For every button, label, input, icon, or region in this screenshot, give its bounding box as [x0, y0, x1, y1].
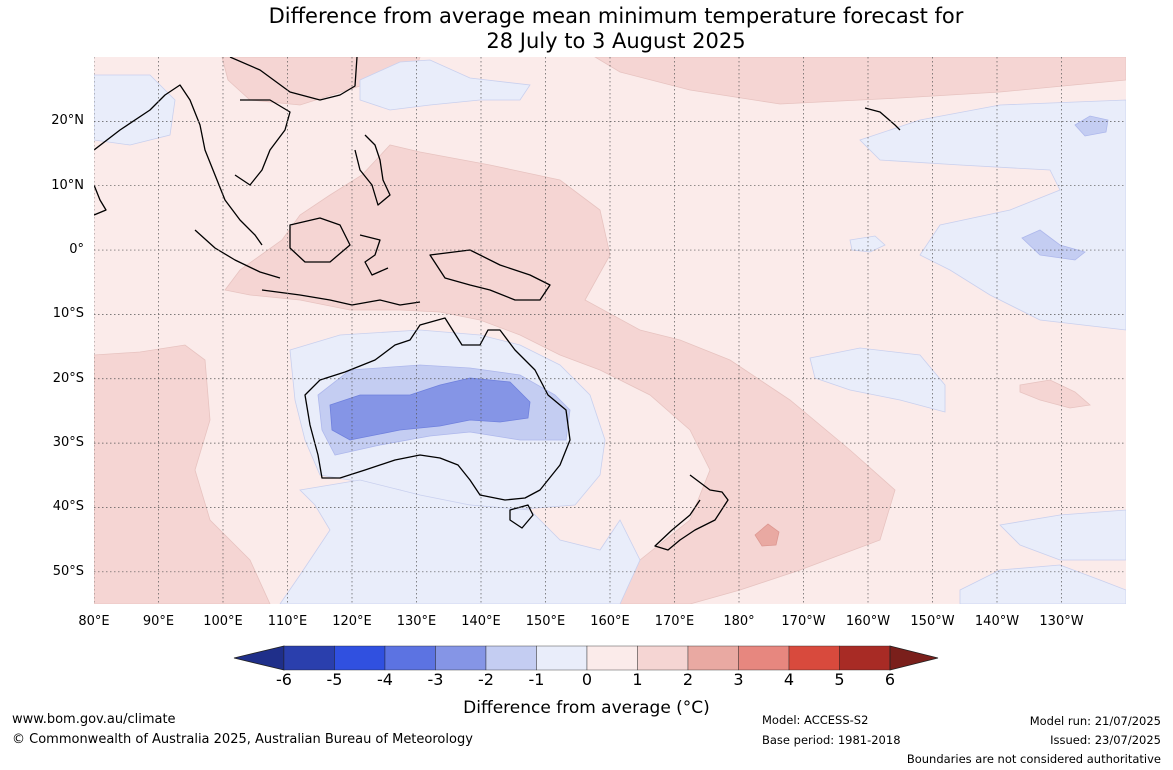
colorbar-swatch — [334, 645, 386, 671]
colorbar-tick-label: 5 — [834, 670, 845, 689]
colorbar-tick-label: -6 — [276, 670, 292, 689]
coastline-sumatra — [194, 229, 281, 279]
warm-patch-south-pacific — [1019, 379, 1091, 409]
footer-copyright: © Commonwealth of Australia 2025, Austra… — [12, 732, 473, 747]
colorbar-tick-label: 0 — [581, 670, 593, 689]
coastline-india — [94, 184, 107, 216]
longitude-label: 160°E — [590, 614, 630, 629]
longitude-label: 170°E — [654, 614, 695, 629]
latitude-label: 50°S — [52, 563, 84, 579]
longitude-label: 90°E — [142, 614, 175, 629]
colorbar-tick-label: -2 — [478, 670, 494, 689]
title-line-1: Difference from average mean minimum tem… — [268, 4, 964, 28]
footer-issued: Issued: 23/07/2025 — [1050, 733, 1161, 747]
latitude-label: 40°S — [52, 499, 84, 515]
coastline-sulawesi — [359, 234, 389, 276]
coastline-tasmania — [509, 504, 534, 529]
colorbar-tick-label: -4 — [377, 670, 393, 689]
cool-region-central-pacific — [859, 99, 1126, 331]
colorbar-swatch — [384, 645, 436, 671]
colorbar-tick-label: -5 — [326, 670, 343, 689]
footer-base-period: Base period: 1981-2018 — [762, 733, 901, 747]
longitude-label: 130°E — [396, 614, 437, 629]
longitude-label: 180° — [723, 614, 755, 629]
colorbar-swatch — [283, 645, 335, 671]
coastline-indochina — [234, 99, 291, 186]
colorbar-tick-label: 3 — [733, 670, 744, 689]
cool-patch-equatorial — [849, 235, 886, 253]
latitude-label: 0° — [69, 242, 84, 258]
footer-disclaimer: Boundaries are not considered authoritat… — [906, 752, 1161, 766]
colorbar-tick-label: -3 — [427, 670, 444, 689]
coastline-china — [229, 57, 358, 101]
footer-model: Model: ACCESS-S2 — [762, 713, 869, 727]
longitude-label: 140°W — [974, 614, 1020, 629]
colorbar-tick-label: 1 — [632, 670, 643, 689]
title-line-2: 28 July to 3 August 2025 — [486, 29, 746, 53]
colorbar-extend-high — [889, 645, 939, 671]
latitude-label: 20°N — [51, 113, 84, 129]
coastline-borneo — [289, 217, 351, 263]
longitude-label: 110°E — [267, 614, 308, 629]
warm-region-se-asia — [221, 57, 421, 106]
longitude-label: 120°E — [332, 614, 372, 629]
longitude-label: 150°E — [525, 614, 566, 629]
map-field — [94, 57, 1126, 604]
cool-region-southern-ocean — [279, 479, 641, 604]
cool-patch-north-pacific — [1074, 115, 1109, 137]
longitude-label: 100°E — [203, 614, 243, 629]
colorbar-swatch — [788, 645, 840, 671]
cool-region-south-pacific — [999, 509, 1126, 561]
warm-patch-east-nz — [754, 523, 780, 547]
latitude-label: 10°S — [52, 306, 84, 322]
colorbar-swatch — [586, 645, 638, 671]
colorbar-swatch — [687, 645, 739, 671]
cold-core-australia — [329, 377, 531, 441]
chart-title: Difference from average mean minimum tem… — [0, 4, 1173, 54]
longitude-label: 130°W — [1039, 614, 1084, 629]
coastline-philippines — [354, 134, 391, 206]
colorbar-swatch — [738, 645, 790, 671]
coastline-hawaii — [864, 107, 901, 131]
warm-region-indian-ocean — [94, 344, 271, 604]
colorbar-swatch — [839, 645, 891, 671]
colorbar-swatch — [485, 645, 537, 671]
longitude-label: 140°E — [461, 614, 501, 629]
cool-region-tropical-south-pacific — [809, 347, 946, 413]
latitude-label: 20°S — [52, 370, 84, 386]
colorbar-label: Difference from average (°C) — [463, 698, 710, 718]
cool-region-bay-of-bengal — [94, 74, 176, 146]
colorbar-swatch — [637, 645, 689, 671]
coastline-new-guinea — [429, 249, 551, 301]
longitude-label: 80°E — [78, 614, 110, 629]
colorbar-tick-label: 6 — [884, 670, 896, 689]
longitude-label: 170°W — [781, 614, 826, 629]
colorbar-swatch — [536, 645, 588, 671]
latitude-label: 10°N — [51, 177, 84, 193]
warm-region-maritime-continent — [224, 144, 896, 604]
cool-region-far-south-pacific — [959, 564, 1126, 604]
latitude-label: 30°S — [52, 435, 84, 451]
warm-region-north-pacific — [594, 57, 1126, 105]
cool-patch-central-pacific — [1021, 229, 1086, 261]
footer-website: www.bom.gov.au/climate — [12, 712, 176, 727]
coastline-new-zealand — [654, 474, 729, 551]
colorbar-tick-label: -1 — [528, 670, 545, 689]
colorbar-tick-label: 4 — [783, 670, 795, 689]
coastline-mainland-se-asia — [94, 84, 263, 246]
coastline-australia — [304, 317, 571, 501]
colorbar-tick-label: 2 — [682, 670, 694, 689]
colorbar-extend-low — [233, 645, 285, 671]
colorbar-swatch — [435, 645, 487, 671]
longitude-label: 160°W — [845, 614, 891, 629]
footer-model-run: Model run: 21/07/2025 — [1029, 714, 1161, 728]
cool-region-south-china-sea — [359, 59, 531, 111]
longitude-label: 150°W — [910, 614, 955, 629]
